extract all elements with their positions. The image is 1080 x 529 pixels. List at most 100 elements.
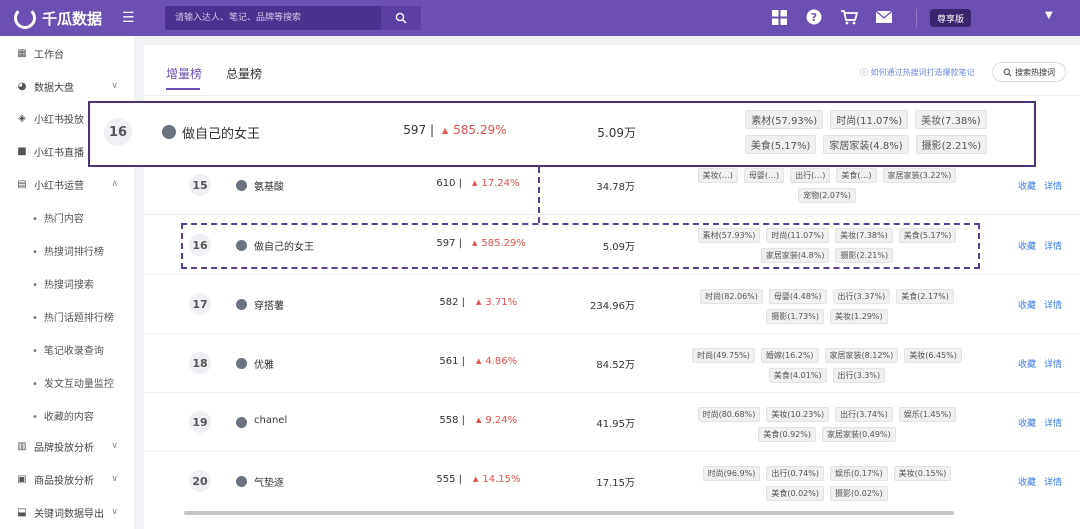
grid-icon[interactable] [770,8,788,26]
menu-toggle-icon[interactable]: ☰ [122,10,135,26]
detail-link[interactable]: 详情 [1044,419,1063,429]
header-divider [916,9,917,27]
keyword-text[interactable]: 气垫逐 [254,478,284,489]
collect-link[interactable]: 收藏 [1018,478,1037,488]
category-tags: 时尚(82.06%) 母婴(4.48%) 出行(3.37%) 美食(2.17%)… [692,289,962,324]
rank-badge: 16 [189,234,211,256]
note-count: 597 | [436,238,462,249]
keyword-text[interactable]: 优雅 [254,360,274,371]
brand-logo[interactable]: 千瓜数据 [14,7,102,29]
main-panel: 增量榜 总量榜 ⓘ 如何通过热搜词打造爆款笔记 搜索热搜词 15 氨基酸 610… [144,45,1080,529]
export-icon: ⬓ [17,506,27,518]
category-tag: 出行(…) [790,168,831,183]
category-tag: 美妆(7.38%) [835,228,893,243]
search-input[interactable] [165,6,381,30]
sidebar-item-label: 小红书直播 [34,147,84,159]
sidebar-item-workbench[interactable]: ▦ 工作台 [0,43,134,63]
growth-rate: 14.15% [473,474,520,485]
chevron-down-icon: ∨ [111,441,118,451]
keyword-icon [236,476,247,487]
category-tag: 摄影(2.21%) [835,248,894,263]
note-count: 555 | [436,474,462,485]
sidebar-item-label: 小红书投放 [34,114,84,126]
search-volume: 5.09万 [602,242,635,253]
keyword-text[interactable]: 氨基酸 [254,182,284,193]
sidebar-sub-hot-search[interactable]: 热搜词搜索 [32,276,94,291]
keyword-icon [236,358,247,369]
category-tag: 母婴(4.48%) [768,289,827,304]
sidebar-sub-hot-topic-rank[interactable]: 热门话题排行榜 [32,309,114,324]
rank-badge: 15 [189,174,211,196]
collect-link[interactable]: 收藏 [1018,242,1037,252]
detail-link[interactable]: 详情 [1044,182,1063,192]
category-tag: 美食(2.17%) [896,289,954,304]
keyword-text[interactable]: 穿搭薯 [254,301,284,312]
category-tag: 家居家装(3.22%) [882,168,957,183]
sidebar-item-label: 关键词数据导出 [34,508,104,520]
category-tag: 出行(3.74%) [835,407,893,422]
sidebar-item-xhs-live[interactable]: ■ 小红书直播 [0,141,134,161]
sidebar-item-label: 数据大盘 [34,82,74,94]
category-tags: 素材(57.93%) 时尚(11.07%) 美妆(7.38%) 美食(5.17%… [692,228,962,263]
horizontal-scrollbar[interactable] [184,511,954,515]
detail-link[interactable]: 详情 [1044,478,1063,488]
sidebar-item-xhs-operation[interactable]: ▤ 小红书运营 ∧ [0,174,134,194]
category-tag: 出行(3.37%) [832,289,891,304]
category-tag: 美食(5.17%) [898,228,957,243]
user-menu-chevron-icon[interactable]: ▼ [1045,10,1053,21]
svg-text:?: ? [811,11,817,24]
category-tag: 美食(…) [836,168,877,183]
category-tag: 家居家装(4.8%) [823,135,909,154]
callout-connector [538,167,540,223]
collect-link[interactable]: 收藏 [1018,182,1037,192]
sidebar-sub-hot-content[interactable]: 热门内容 [32,210,84,225]
video-icon: ■ [17,145,27,157]
sidebar-sub-hot-search-rank[interactable]: 热搜词排行榜 [32,243,104,258]
help-link[interactable]: ⓘ 如何通过热搜词打造爆款笔记 [860,68,975,77]
category-tag: 美妆(1.29%) [830,309,888,324]
detail-link[interactable]: 详情 [1044,360,1063,370]
mail-icon[interactable] [875,8,893,26]
keyword-text: 做自己的女王 [182,127,261,142]
detail-link[interactable]: 详情 [1044,301,1063,311]
category-tag: 素材(57.93%) [697,228,761,243]
category-tag: 美食(0.02%) [766,486,824,501]
help-icon[interactable]: ? [805,8,823,26]
growth-rate: 9.24% [476,415,517,426]
keyword-text[interactable]: chanel [254,415,288,426]
bar-chart-icon: ▥ [17,440,27,452]
sidebar-sub-saved-content[interactable]: 收藏的内容 [32,408,94,423]
tab-total-rank[interactable]: 总量榜 [226,67,263,81]
dashboard-icon: ▦ [17,47,27,59]
rank-badge: 17 [189,293,211,315]
tab-increment-rank[interactable]: 增量榜 [166,67,203,81]
keyword-text[interactable]: 做自己的女王 [254,242,314,253]
search-bar [165,6,421,30]
category-tag: 母婴(…) [743,168,785,183]
sidebar-item-label: 工作台 [34,49,64,61]
hot-search-button[interactable]: 搜索热搜词 [992,62,1066,82]
vip-badge[interactable]: 尊享版 [930,9,972,27]
table-row: 15 氨基酸 610 | 17.24% 34.78万 美妆(…) 母婴(…) 出… [144,156,1080,215]
category-tags: 时尚(49.75%) 婚嫁(16.2%) 家居家装(8.12%) 美妆(6.45… [692,348,962,383]
sidebar-item-brand-analysis[interactable]: ▥ 品牌投放分析 ∨ [0,436,134,456]
cart-icon[interactable] [840,8,858,26]
category-tag: 美食(5.17%) [744,135,817,154]
collect-link[interactable]: 收藏 [1018,419,1037,429]
collect-link[interactable]: 收藏 [1018,360,1037,370]
category-tag: 出行(3.3%) [832,368,886,383]
detail-link[interactable]: 详情 [1044,242,1063,252]
category-tag: 摄影(0.02%) [830,486,888,501]
category-tag: 美妆(6.45%) [904,348,962,363]
chevron-down-icon: ∨ [111,474,118,484]
sidebar-item-xhs-placement[interactable]: ◈ 小红书投放 [0,108,134,128]
sidebar-item-label: 商品投放分析 [34,475,94,487]
sidebar-item-goods-analysis[interactable]: ▣ 商品投放分析 ∨ [0,469,134,489]
sidebar-sub-note-index-query[interactable]: 笔记收录查询 [32,342,104,357]
sidebar-item-data-overview[interactable]: ◕ 数据大盘 ∨ [0,76,134,96]
category-tag: 时尚(49.75%) [692,348,755,363]
search-button[interactable] [381,6,421,30]
sidebar-item-keyword-export[interactable]: ⬓ 关键词数据导出 ∨ [0,502,134,522]
collect-link[interactable]: 收藏 [1018,301,1037,311]
sidebar-sub-interaction-monitor[interactable]: 发文互动量监控 [32,375,114,390]
